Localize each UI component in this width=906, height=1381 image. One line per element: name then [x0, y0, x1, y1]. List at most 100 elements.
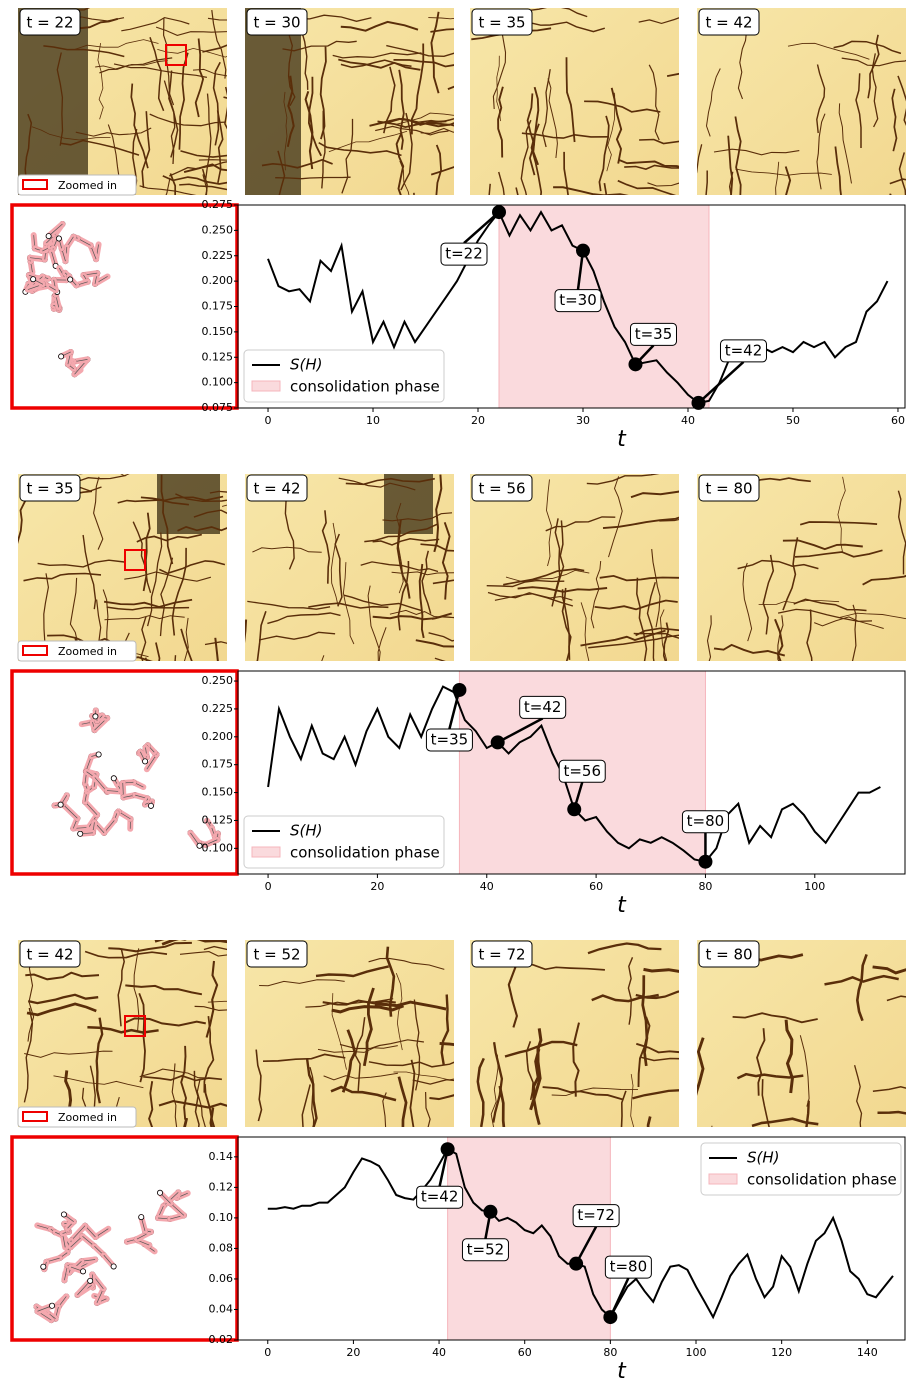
crack	[532, 86, 540, 166]
graph-box	[10, 669, 239, 876]
crack	[343, 594, 422, 612]
graph-node	[196, 842, 203, 849]
crack	[139, 1068, 210, 1079]
x-tick-label: 40	[432, 1346, 446, 1359]
crack	[782, 537, 799, 611]
panel-label-box	[698, 940, 760, 968]
crack	[121, 16, 190, 32]
consolidation-span	[498, 204, 710, 409]
crack	[398, 69, 405, 150]
x-tick-label: 60	[589, 880, 603, 893]
crack	[839, 612, 906, 620]
panel-label: t = 30	[253, 14, 300, 32]
annotation-marker	[698, 854, 713, 869]
panel-label: t = 72	[478, 946, 525, 964]
crack	[174, 655, 177, 661]
crack	[834, 146, 842, 195]
crack	[584, 100, 661, 113]
crack	[651, 549, 661, 628]
crack	[430, 28, 454, 33]
crack	[756, 1028, 766, 1096]
crack	[175, 493, 227, 503]
crack	[160, 474, 174, 565]
crack	[853, 1065, 863, 1127]
crack	[202, 44, 227, 53]
crack	[97, 43, 104, 120]
x-tick-label: 60	[518, 1346, 532, 1359]
crack	[209, 490, 227, 494]
x-axis-label: t	[617, 427, 627, 452]
crack	[805, 1100, 810, 1127]
crack	[400, 112, 413, 191]
crack	[713, 643, 786, 657]
zoom-box	[165, 44, 187, 66]
annotation-marker	[567, 802, 582, 817]
crack	[646, 581, 656, 661]
annotation-label: t=35	[431, 730, 469, 748]
crack	[782, 539, 863, 551]
crack	[307, 76, 323, 157]
crack	[435, 144, 443, 195]
crack	[806, 609, 813, 661]
crack	[308, 602, 389, 609]
crack	[421, 550, 432, 614]
crack	[113, 63, 208, 78]
crack	[428, 632, 454, 642]
crack	[340, 59, 412, 69]
crack	[64, 1070, 73, 1127]
crack	[140, 495, 224, 502]
annotation-box	[719, 339, 767, 363]
crack	[561, 587, 572, 660]
crack	[82, 534, 97, 610]
panel-label-box	[19, 940, 81, 968]
crack-image	[18, 474, 227, 661]
y-tick-label: 0.200	[202, 730, 234, 743]
zoom-legend-swatch	[22, 179, 48, 190]
panel-label: t = 52	[253, 946, 300, 964]
crack	[867, 34, 880, 99]
crack	[492, 34, 507, 110]
image-bg	[697, 474, 906, 661]
crack	[498, 171, 505, 195]
crack	[551, 1087, 639, 1097]
crack	[125, 984, 203, 996]
crack	[594, 599, 678, 611]
annotation-marker	[603, 1310, 618, 1325]
crack	[267, 612, 341, 625]
crack	[428, 17, 454, 20]
crack	[209, 1107, 215, 1127]
crack	[141, 111, 151, 188]
panel-label-box	[246, 474, 308, 502]
panel-label: t = 80	[705, 946, 752, 964]
crack	[897, 75, 906, 127]
panel-label: t = 80	[705, 480, 752, 498]
crack	[386, 44, 454, 58]
crack	[224, 86, 227, 130]
crack	[794, 549, 883, 558]
x-tick-label: 80	[698, 880, 712, 893]
annotation-arrow	[697, 361, 745, 404]
crack	[106, 606, 190, 611]
y-tick-label: 0.12	[209, 1180, 234, 1193]
crack	[553, 186, 629, 195]
annotation-marker	[691, 395, 706, 410]
x-tick-label: 60	[891, 414, 905, 427]
crack	[37, 559, 125, 568]
graph-node	[87, 1277, 94, 1284]
crack	[180, 1045, 187, 1120]
crack	[588, 634, 679, 649]
crack	[334, 533, 343, 607]
panel-label: t = 56	[478, 480, 525, 498]
crack	[413, 192, 415, 195]
graph-node	[45, 233, 52, 240]
annotation-arrow	[463, 211, 500, 245]
crack	[338, 58, 421, 71]
crack	[530, 21, 606, 33]
legend-swatch-span	[251, 380, 281, 392]
annotation-box	[519, 695, 567, 719]
annotation-label: t=56	[563, 762, 601, 780]
legend-label: consolidation phase	[290, 844, 440, 862]
x-tick-label: 20	[346, 1346, 360, 1359]
y-tick-label: 0.08	[209, 1241, 234, 1254]
y-tick-label: 0.100	[202, 841, 234, 854]
